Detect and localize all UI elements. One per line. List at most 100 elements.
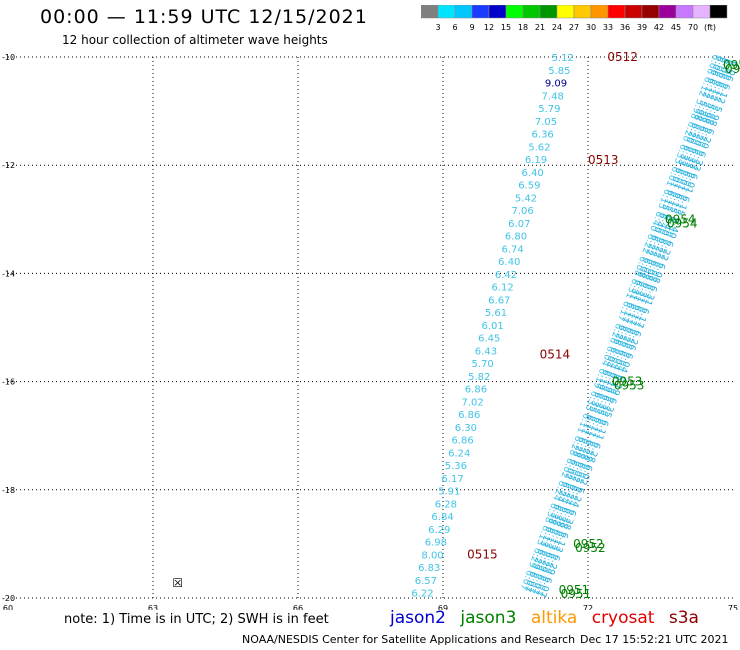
color-scale-label: (ft) [704, 23, 716, 32]
time-label: 0955 [725, 62, 740, 76]
y-tick-label: -14 [2, 269, 15, 278]
wave-height-label: 6.80 [505, 232, 527, 243]
wave-height-label: 6.59 [518, 181, 540, 192]
wave-height-label: 6.45 [478, 334, 500, 345]
x-tick-label: 66 [293, 604, 303, 610]
wave-height-label: 6.83 [418, 563, 440, 574]
y-tick-label: -12 [2, 161, 15, 170]
color-scale-label: 15 [501, 23, 511, 32]
wave-height-label: 6.12 [491, 283, 513, 294]
color-scale-label: 45 [671, 23, 681, 32]
time-label: 0954 [665, 212, 696, 226]
track-jason3: 5.12 5.85 9.097.48 5.79 7.05 6.365.62 6.19 6.40… [411, 50, 637, 600]
color-scale-label: 21 [535, 23, 545, 32]
footer-credit: NOAA/NESDIS Center for Satellite Applica… [242, 633, 576, 646]
color-scale-label: 24 [552, 23, 562, 32]
wave-height-label: 5.62 [528, 142, 550, 153]
wave-height-label: 5.61 [485, 308, 507, 319]
mission-jason2: jason2 [390, 608, 446, 628]
mission-legend: jason2 jason3 altika cryosat s3a [390, 608, 708, 628]
chart-subtitle: 12 hour collection of altimeter wave hei… [62, 33, 328, 47]
footer-note: note: 1) Time is in UTC; 2) SWH is in fe… [64, 612, 329, 627]
wave-height-label: 6.98 [425, 538, 447, 549]
x-tick-label: 72 [583, 604, 593, 610]
wave-height-label: 6.36 [532, 130, 554, 141]
mission-cryosat: cryosat [591, 608, 655, 628]
color-swatch [709, 5, 728, 19]
time-label: 0513 [588, 153, 619, 167]
y-tick-label: -18 [2, 486, 15, 495]
color-scale-label: 39 [637, 23, 647, 32]
color-scale-label: 30 [586, 23, 596, 32]
wave-height-label: 6.29 [428, 525, 450, 536]
color-scale-label: 3 [435, 23, 440, 32]
color-scale-label: 6 [452, 23, 457, 32]
color-scale-label: 42 [654, 23, 664, 32]
wave-height-label: 6.42 [495, 270, 517, 281]
wave-height-label: 7.06 [512, 206, 534, 217]
wave-height-label: 5.70 [471, 359, 493, 370]
wave-height-label: 6.22 [411, 589, 433, 600]
color-scale-label: 12 [484, 23, 494, 32]
wave-height-label: 6.40 [522, 168, 544, 179]
wave-height-label: 5.85 [548, 66, 570, 77]
time-label: 0512 [607, 50, 638, 64]
time-label: 0953 [614, 379, 645, 393]
y-tick-label: -16 [2, 378, 15, 387]
island-icon: ☒ [172, 576, 183, 590]
time-label: 0515 [467, 548, 498, 562]
time-label: 0953 [612, 375, 643, 389]
mission-jason3: jason3 [460, 608, 517, 628]
wave-height-label: 6.40 [498, 257, 520, 268]
wave-height-label: 7.02 [461, 397, 483, 408]
y-tick-label: -10 [2, 53, 15, 62]
mission-s3a: s3a [668, 608, 699, 628]
color-scale-label: 70 [688, 23, 698, 32]
time-label: 0514 [540, 348, 571, 362]
footer-date: Dec 17 15:52:21 UTC 2021 [580, 633, 729, 646]
wave-height-label: 6.86 [465, 385, 487, 396]
chart-title: 00:00 — 11:59 UTC 12/15/2021 [40, 6, 368, 28]
wave-height-label: 5.91 [438, 487, 460, 498]
wave-height-label: 9.09 [545, 79, 567, 90]
wave-height-label: 7.48 [542, 91, 564, 102]
wave-height-label: 6.01 [481, 321, 503, 332]
wave-height-label: 6.86 [458, 410, 480, 421]
wave-height-label: 6.84 [431, 512, 453, 523]
wave-height-label: 5.82 [468, 372, 490, 383]
time-label: 0952 [575, 541, 606, 555]
wave-height-label: 5.42 [515, 193, 537, 204]
wave-height-label: 6.17 [441, 474, 463, 485]
time-label: 0954 [667, 216, 698, 230]
color-scale-label: 27 [569, 23, 579, 32]
x-tick-label: 75 [728, 604, 738, 610]
wave-height-label: 6.86 [451, 436, 473, 447]
wave-height-label: 6.19 [525, 155, 547, 166]
wave-height-label: 6.30 [455, 423, 477, 434]
wave-height-label: 5.12 [552, 53, 574, 64]
wave-height-label: 8.00 [421, 550, 443, 561]
wave-height-label: 5.79 [538, 104, 560, 115]
color-scale-label: 36 [620, 23, 630, 32]
wave-height-label: 6.43 [475, 346, 497, 357]
color-scale-label: 33 [603, 23, 613, 32]
wave-height-label: 5.36 [445, 461, 467, 472]
wave-height-label: 6.07 [508, 219, 530, 230]
time-label: 0951 [559, 583, 590, 597]
wave-height-label: 6.57 [415, 576, 437, 587]
grid [8, 56, 733, 599]
wave-height-label: 6.67 [488, 295, 510, 306]
x-tick-label: 63 [148, 604, 158, 610]
wave-height-label: 7.05 [535, 117, 557, 128]
wave-height-label: 6.28 [435, 499, 457, 510]
color-scale-label: 18 [518, 23, 528, 32]
color-scale-legend: 3 6 9 12 15 18 21 24 27 30 33 36 39 42 45 70 (ft) [421, 5, 728, 32]
color-scale-label: 9 [469, 23, 474, 32]
wave-height-label: 6.24 [448, 448, 470, 459]
time-label: 0955 [723, 58, 740, 72]
mission-altika: altika [530, 608, 578, 628]
y-tick-label: -20 [2, 594, 15, 603]
x-tick-label: 60 [3, 604, 13, 610]
wave-height-label: 6.74 [502, 244, 524, 255]
altimeter-map: 60 63 66 69 72 75 -10 -12 -14 -16 -18 -20 5.12 5.85 9.… [2, 50, 740, 610]
